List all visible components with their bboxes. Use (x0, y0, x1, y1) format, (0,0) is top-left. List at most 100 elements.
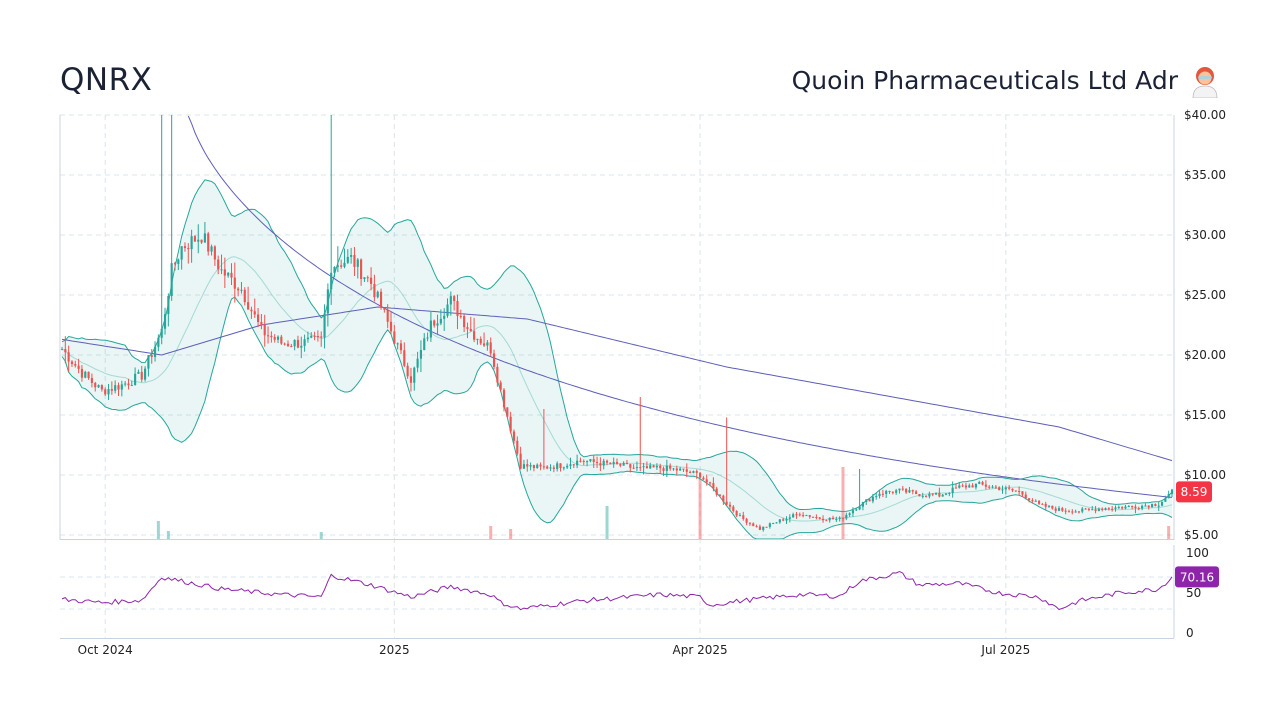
candle-body (1051, 505, 1054, 509)
candle-body (994, 486, 997, 488)
candle-body (386, 309, 389, 322)
candle-body (918, 494, 921, 497)
candle-body (908, 490, 911, 493)
time-tick-label: Jul 2025 (980, 643, 1030, 657)
candle-body (512, 431, 516, 441)
candle-body (187, 247, 190, 250)
candle-body (1134, 506, 1137, 509)
candle-body (732, 506, 735, 511)
candle-body (1144, 505, 1147, 507)
chart-grid (60, 114, 1174, 638)
candle-body (107, 389, 110, 395)
candle-body (130, 385, 133, 387)
candle-body (689, 471, 692, 473)
candle-body (559, 463, 562, 469)
candle-body (509, 416, 512, 432)
candle-body (110, 389, 113, 391)
last-price-value: 8.59 (1181, 485, 1208, 499)
candle-body (685, 469, 688, 472)
candle-body (506, 407, 509, 417)
candle-body (536, 464, 539, 469)
candle-body (379, 291, 383, 308)
candle-body (290, 345, 293, 347)
candle-body (476, 338, 479, 340)
candle-body (851, 510, 855, 514)
candle-body (1011, 488, 1014, 491)
candle-body (173, 263, 177, 265)
candle-body (971, 485, 974, 488)
candle-body (529, 465, 532, 467)
candle-body (463, 316, 466, 328)
candle-body (888, 491, 891, 493)
candle-body (848, 513, 851, 515)
candle-body (316, 335, 319, 337)
candle-body (1121, 507, 1124, 509)
candle-body (586, 461, 589, 463)
candle-body (489, 342, 492, 354)
candle-body (210, 246, 213, 252)
candle-body (984, 484, 987, 487)
time-tick-label: 2025 (379, 643, 410, 657)
candle-body (230, 272, 233, 278)
candle-body (665, 465, 668, 471)
candle-body (64, 349, 67, 353)
candle-body (679, 468, 682, 471)
candle-body (609, 462, 612, 465)
candle-body (1077, 511, 1081, 513)
last-rsi-value: 70.16 (1180, 570, 1214, 584)
candle-body (220, 269, 223, 271)
candle-body (898, 488, 901, 491)
candle-body (1041, 503, 1044, 505)
candle-body (157, 337, 160, 347)
volume-bar (841, 467, 845, 539)
time-tick-label: Oct 2024 (78, 643, 133, 657)
candle-body (163, 314, 167, 329)
candle-body (921, 495, 924, 497)
candle-body (619, 463, 622, 466)
candle-body (728, 504, 732, 507)
candle-body (343, 262, 346, 267)
candle-body (1067, 511, 1071, 513)
candle-body (812, 516, 815, 518)
candle-body (788, 517, 791, 519)
candle-body (738, 515, 742, 517)
candle-body (77, 365, 80, 369)
candle-body (1157, 505, 1160, 507)
candle-body (615, 461, 619, 464)
candle-body (526, 464, 529, 467)
candle-body (745, 518, 748, 523)
candle-body (499, 382, 502, 390)
volume-bar (509, 529, 513, 539)
volume-bar (319, 532, 323, 539)
candle-body (1117, 507, 1120, 509)
candle-body (97, 385, 100, 388)
candle-body (938, 492, 941, 497)
candle-body (1057, 508, 1061, 511)
candle-body (399, 343, 403, 351)
candle-body (885, 491, 888, 494)
candle-body (632, 467, 635, 469)
candle-body (659, 465, 662, 469)
candle-body (266, 335, 270, 337)
candle-body (459, 316, 462, 318)
candle-body (456, 301, 459, 317)
scientist-emoji-icon (1192, 67, 1218, 98)
candle-body (1081, 508, 1084, 512)
candle-body (346, 256, 349, 263)
candle-body (104, 389, 107, 395)
candle-body (439, 318, 442, 324)
candle-body (140, 371, 143, 380)
candle-body (177, 259, 180, 264)
candle-body (785, 518, 788, 521)
candle-body (662, 468, 665, 471)
time-axis: Oct 2024 2025 Apr 2025 Jul 2025 (78, 643, 1031, 657)
candle-body (1141, 505, 1144, 509)
candle-body (263, 324, 266, 336)
candle-body (954, 487, 958, 489)
candle-body (831, 517, 835, 520)
candle-body (200, 239, 203, 243)
candle-body (569, 464, 572, 466)
candle-body (958, 485, 961, 488)
candle-body (752, 523, 755, 527)
